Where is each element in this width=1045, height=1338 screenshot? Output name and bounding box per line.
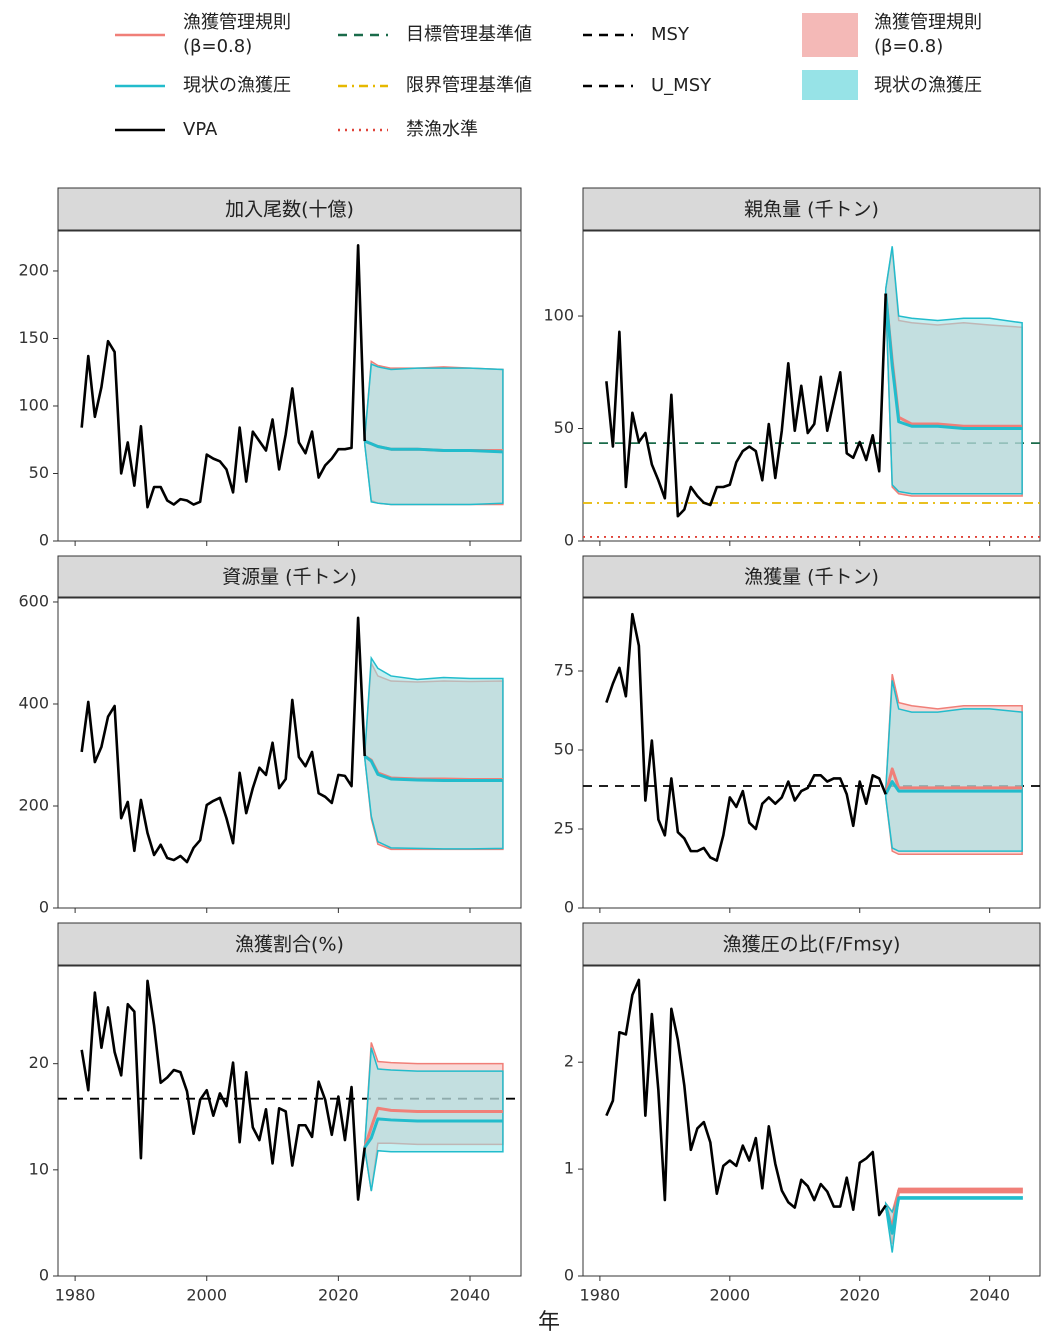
x-tick-label: 2020 xyxy=(318,1286,359,1305)
projection-band xyxy=(363,655,504,850)
vpa-line xyxy=(605,293,888,518)
panel: 親魚量 (千トン) 0 50 100 xyxy=(543,187,1041,550)
plot-content xyxy=(583,612,1040,862)
panel: 加入尾数(十億) 0 50 100 150 200 xyxy=(18,187,522,550)
plot-content xyxy=(80,616,504,864)
projection-median xyxy=(884,1196,1023,1235)
projection-band xyxy=(363,1047,504,1192)
y-tick-label: 50 xyxy=(554,739,574,758)
vpa-line xyxy=(80,979,366,1201)
plot-content xyxy=(605,978,1023,1253)
panel-title: 親魚量 (千トン) xyxy=(744,199,879,221)
projection-median xyxy=(884,767,1023,795)
y-tick-label: 0 xyxy=(39,898,49,917)
panel-strip xyxy=(57,922,522,966)
y-tick-label: 10 xyxy=(29,1159,49,1178)
legend-swatch xyxy=(802,70,858,100)
panel: 漁獲圧の比(F/Fmsy) 0 1 2 1980 2000 2020 2040 xyxy=(564,922,1041,1305)
y-tick-label: 0 xyxy=(39,531,49,550)
x-tick-label: 1980 xyxy=(580,1286,621,1305)
legend-label: VPA xyxy=(183,119,218,140)
panel-strip xyxy=(582,187,1041,231)
legend-label: 現状の漁獲圧 xyxy=(183,75,291,96)
y-tick-label: 150 xyxy=(18,328,49,347)
plot-content xyxy=(58,979,521,1201)
legend-label: 漁獲管理規則 xyxy=(183,12,291,33)
x-tick-label: 2020 xyxy=(839,1286,880,1305)
y-tick-label: 75 xyxy=(554,660,574,679)
legend-label: (β=0.8) xyxy=(183,36,252,57)
legend-label: 現状の漁獲圧 xyxy=(874,75,982,96)
x-axis-label: 年 xyxy=(538,1310,560,1335)
panel: 漁獲量 (千トン) 0 25 50 75 xyxy=(554,555,1041,917)
projection-median xyxy=(363,754,503,782)
y-tick-label: 0 xyxy=(564,1266,574,1285)
panel-title: 漁獲圧の比(F/Fmsy) xyxy=(723,934,901,956)
panel-strip xyxy=(57,187,522,231)
y-tick-label: 100 xyxy=(18,395,49,414)
panel-strip xyxy=(582,555,1041,598)
plot-content xyxy=(583,246,1040,538)
legend-label: 目標管理基準値 xyxy=(406,24,532,45)
vpa-line xyxy=(80,616,366,864)
y-tick-label: 100 xyxy=(543,306,574,325)
vpa-line xyxy=(605,612,887,862)
y-tick-label: 400 xyxy=(18,693,49,712)
legend-swatch xyxy=(802,13,858,57)
legend-label: 禁漁水準 xyxy=(406,119,478,140)
y-tick-label: 600 xyxy=(18,591,49,610)
vpa-line xyxy=(80,244,366,509)
legend-label: (β=0.8) xyxy=(874,36,943,57)
legend-label: 限界管理基準値 xyxy=(406,75,532,96)
legend-label: U_MSY xyxy=(651,75,712,96)
panel-title: 資源量 (千トン) xyxy=(222,566,357,588)
y-tick-label: 0 xyxy=(564,531,574,550)
panel-strip xyxy=(57,555,522,598)
y-tick-label: 200 xyxy=(18,260,49,279)
y-tick-label: 50 xyxy=(554,418,574,437)
y-tick-label: 50 xyxy=(29,463,49,482)
panel: 資源量 (千トン) 0 200 400 600 xyxy=(18,555,522,917)
x-tick-label: 2040 xyxy=(969,1286,1010,1305)
y-tick-label: 25 xyxy=(554,818,574,837)
legend-label: 漁獲管理規則 xyxy=(874,12,982,33)
panel-title: 漁獲量 (千トン) xyxy=(744,566,879,588)
x-tick-label: 1980 xyxy=(55,1286,96,1305)
panel-strip xyxy=(582,922,1041,966)
y-tick-label: 200 xyxy=(18,795,49,814)
x-tick-label: 2000 xyxy=(186,1286,227,1305)
plot-area xyxy=(582,965,1041,1277)
y-tick-label: 1 xyxy=(564,1159,574,1178)
projection-band xyxy=(363,363,504,506)
x-tick-label: 2040 xyxy=(450,1286,491,1305)
panel-title: 漁獲割合(%) xyxy=(235,934,344,956)
projection-median xyxy=(363,1117,503,1149)
projection-median xyxy=(363,1106,503,1149)
panel-title: 加入尾数(十億) xyxy=(225,199,354,221)
projection-band xyxy=(884,680,1023,852)
x-tick-label: 2000 xyxy=(709,1286,750,1305)
plot-content xyxy=(80,244,504,509)
y-tick-label: 2 xyxy=(564,1052,574,1071)
panel: 漁獲割合(%) 0 10 20 1980 2000 2020 2040 xyxy=(29,922,522,1305)
projection-band xyxy=(884,246,1023,495)
legend-label: MSY xyxy=(651,24,690,45)
projection-median xyxy=(884,780,1023,795)
y-tick-label: 0 xyxy=(39,1266,49,1285)
projection-median xyxy=(364,439,503,454)
projection-median xyxy=(884,293,1023,431)
vpa-line xyxy=(605,978,887,1217)
y-tick-label: 0 xyxy=(564,898,574,917)
y-tick-label: 20 xyxy=(29,1053,49,1072)
